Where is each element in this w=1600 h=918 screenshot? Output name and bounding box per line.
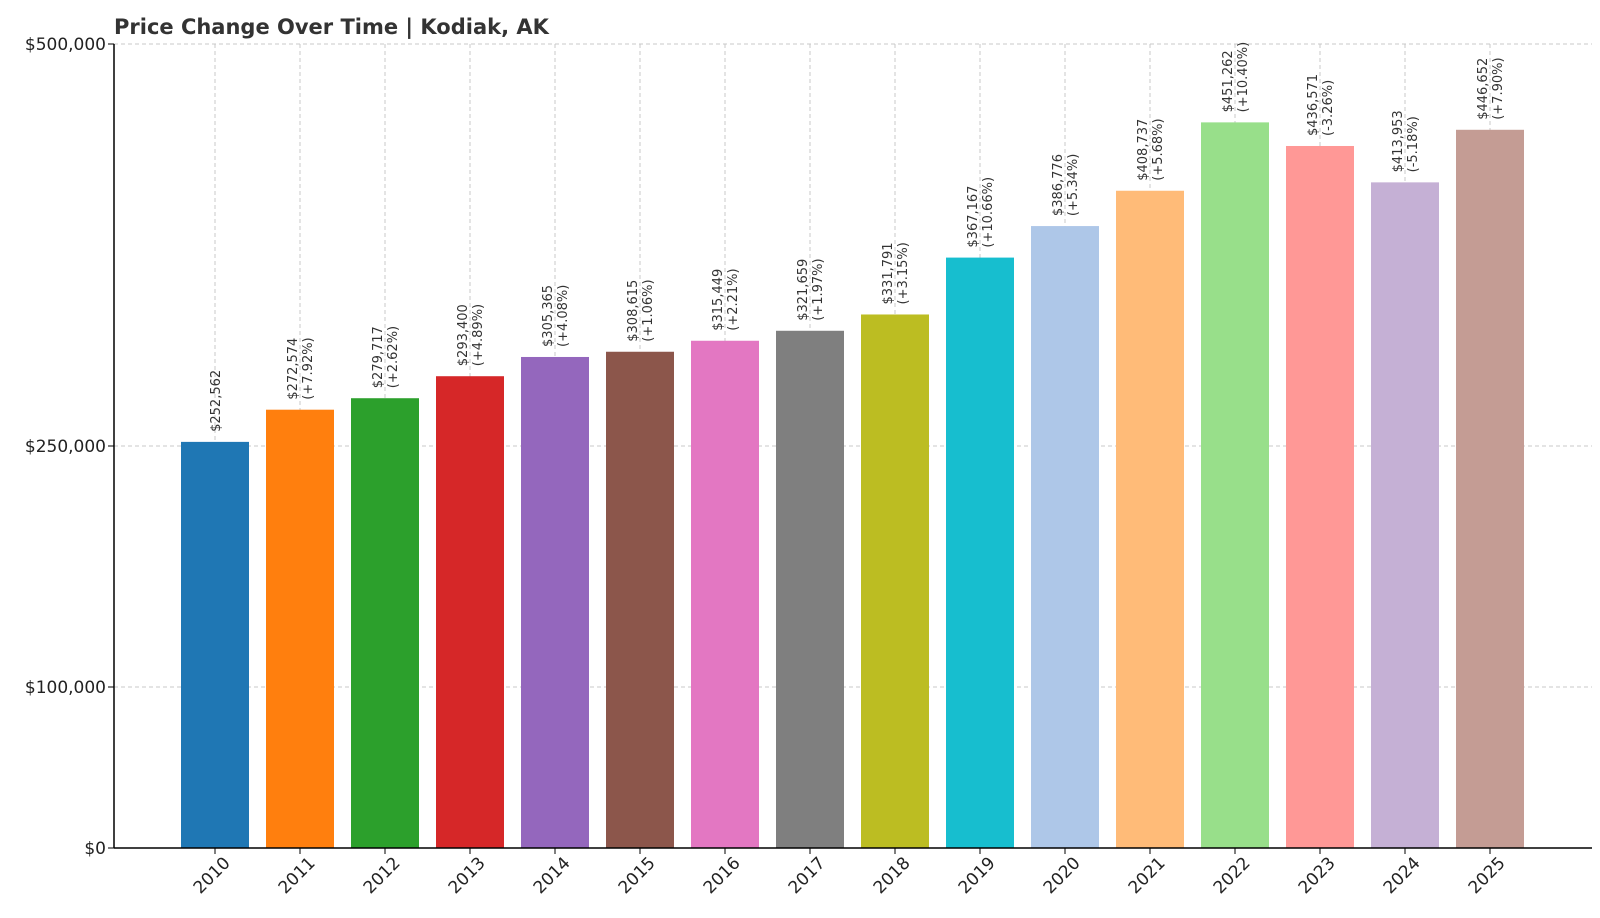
y-tick-label: $0: [84, 839, 106, 859]
x-tick-label: 2019: [955, 853, 1000, 898]
bar-change-label: (+10.40%): [1236, 42, 1251, 113]
bar-label-group-2020: $386,776 (+5.34%): [1051, 154, 1081, 216]
bar-value-label: $446,652: [1476, 58, 1491, 120]
grid-lines: [114, 43, 1592, 848]
bar-2019: [946, 257, 1014, 848]
bar-label-group-2012: $279,717 (+2.62%): [371, 326, 401, 388]
bar-2024: [1371, 182, 1439, 848]
x-tick-label: 2014: [530, 853, 575, 898]
bar-label-group-2023: $436,571 (-3.26%): [1306, 74, 1336, 136]
bar-change-label: (+7.90%): [1491, 57, 1506, 119]
bar-value-label: $408,737: [1136, 119, 1151, 181]
bar-2017: [776, 330, 844, 848]
bar-change-label: (+1.06%): [641, 279, 656, 341]
bar-2023: [1286, 145, 1354, 848]
x-tick-label: 2021: [1125, 853, 1170, 898]
bar-change-label: (+1.97%): [811, 258, 826, 320]
bar-change-label: (+4.89%): [471, 304, 486, 366]
x-tick-label: 2025: [1465, 853, 1510, 898]
x-tick-label: 2010: [190, 853, 235, 898]
bar-label-group-2010: $252,562: [209, 370, 224, 432]
bar-label-group-2013: $293,400 (+4.89%): [456, 304, 486, 366]
bar-2011: [266, 409, 334, 848]
bar-change-label: (+2.62%): [386, 326, 401, 388]
bar-label-group-2018: $331,791 (+3.15%): [881, 242, 911, 304]
bar-value-label: $272,574: [286, 338, 301, 400]
bar-value-label: $451,262: [1221, 50, 1236, 112]
y-tick-labels: $0 $100,000 $250,000 $500,000: [25, 35, 114, 859]
bar-value-label: $413,953: [1391, 110, 1406, 172]
bar-2013: [436, 376, 504, 848]
bar-change-label: (+5.34%): [1066, 154, 1081, 216]
bar-value-label: $252,562: [209, 370, 224, 432]
bar-2010: [181, 441, 249, 848]
x-tick-label: 2017: [785, 853, 830, 898]
chart-title: Price Change Over Time | Kodiak, AK: [114, 15, 550, 40]
bar-label-group-2022: $451,262 (+10.40%): [1221, 42, 1251, 113]
bar-label-group-2011: $272,574 (+7.92%): [286, 337, 316, 399]
bar-2018: [861, 314, 929, 848]
x-tick-label: 2018: [870, 853, 915, 898]
bar-value-label: $331,791: [881, 242, 896, 304]
bar-value-label: $321,659: [796, 259, 811, 321]
bar-change-label: (+3.15%): [896, 242, 911, 304]
x-tick-label: 2011: [275, 853, 320, 898]
bar-value-label: $305,365: [541, 285, 556, 347]
x-tick-labels: 2010 2011 2012 2013 2014 2015 2016 2017 2018 2019…: [190, 848, 1510, 898]
bar-2021: [1116, 190, 1184, 848]
bar-label-group-2016: $315,449 (+2.21%): [711, 268, 741, 330]
bar-change-label: (-3.26%): [1321, 80, 1336, 136]
y-tick-label: $100,000: [25, 678, 106, 698]
bar-change-label: (+2.21%): [726, 268, 741, 330]
bar-2012: [351, 398, 419, 848]
bar-change-label: (+5.68%): [1151, 118, 1166, 180]
bar-value-label: $293,400: [456, 304, 471, 366]
bar-change-label: (+10.66%): [981, 177, 996, 248]
x-tick-label: 2015: [615, 853, 660, 898]
bar-2015: [606, 351, 674, 848]
x-tick-label: 2016: [700, 853, 745, 898]
bar-label-group-2014: $305,365 (+4.08%): [541, 285, 571, 347]
bar-label-group-2017: $321,659 (+1.97%): [796, 258, 826, 320]
y-tick-label: $500,000: [25, 35, 106, 55]
bar-label-group-2021: $408,737 (+5.68%): [1136, 118, 1166, 180]
x-tick-label: 2023: [1295, 853, 1340, 898]
x-tick-label: 2024: [1380, 853, 1425, 898]
bar-2014: [521, 356, 589, 848]
bar-change-label: (+7.92%): [301, 337, 316, 399]
bar-2022: [1201, 122, 1269, 848]
x-tick-label: 2012: [360, 853, 405, 898]
bar-value-label: $367,167: [966, 186, 981, 248]
x-tick-label: 2020: [1040, 853, 1085, 898]
bar-value-label: $436,571: [1306, 74, 1321, 136]
bar-change-label: (+4.08%): [556, 285, 571, 347]
bar-label-group-2019: $367,167 (+10.66%): [966, 177, 996, 248]
bar-value-label: $308,615: [626, 280, 641, 342]
bar-value-label: $279,717: [371, 326, 386, 388]
x-tick-label: 2013: [445, 853, 490, 898]
y-tick-label: $250,000: [25, 437, 106, 457]
bar-label-group-2024: $413,953 (-5.18%): [1391, 110, 1421, 172]
x-tick-label: 2022: [1210, 853, 1255, 898]
bar-value-label: $315,449: [711, 269, 726, 331]
bar-label-group-2025: $446,652 (+7.90%): [1476, 57, 1506, 119]
bar-2020: [1031, 226, 1099, 848]
bar-labels: $252,562 $272,574 (+7.92%) $279,717 (+2.62%)…: [209, 42, 1506, 432]
bar-label-group-2015: $308,615 (+1.06%): [626, 279, 656, 341]
bars: [181, 122, 1524, 849]
bar-2025: [1456, 129, 1524, 849]
bar-value-label: $386,776: [1051, 154, 1066, 216]
bar-2016: [691, 340, 759, 848]
bar-change-label: (-5.18%): [1406, 116, 1421, 172]
